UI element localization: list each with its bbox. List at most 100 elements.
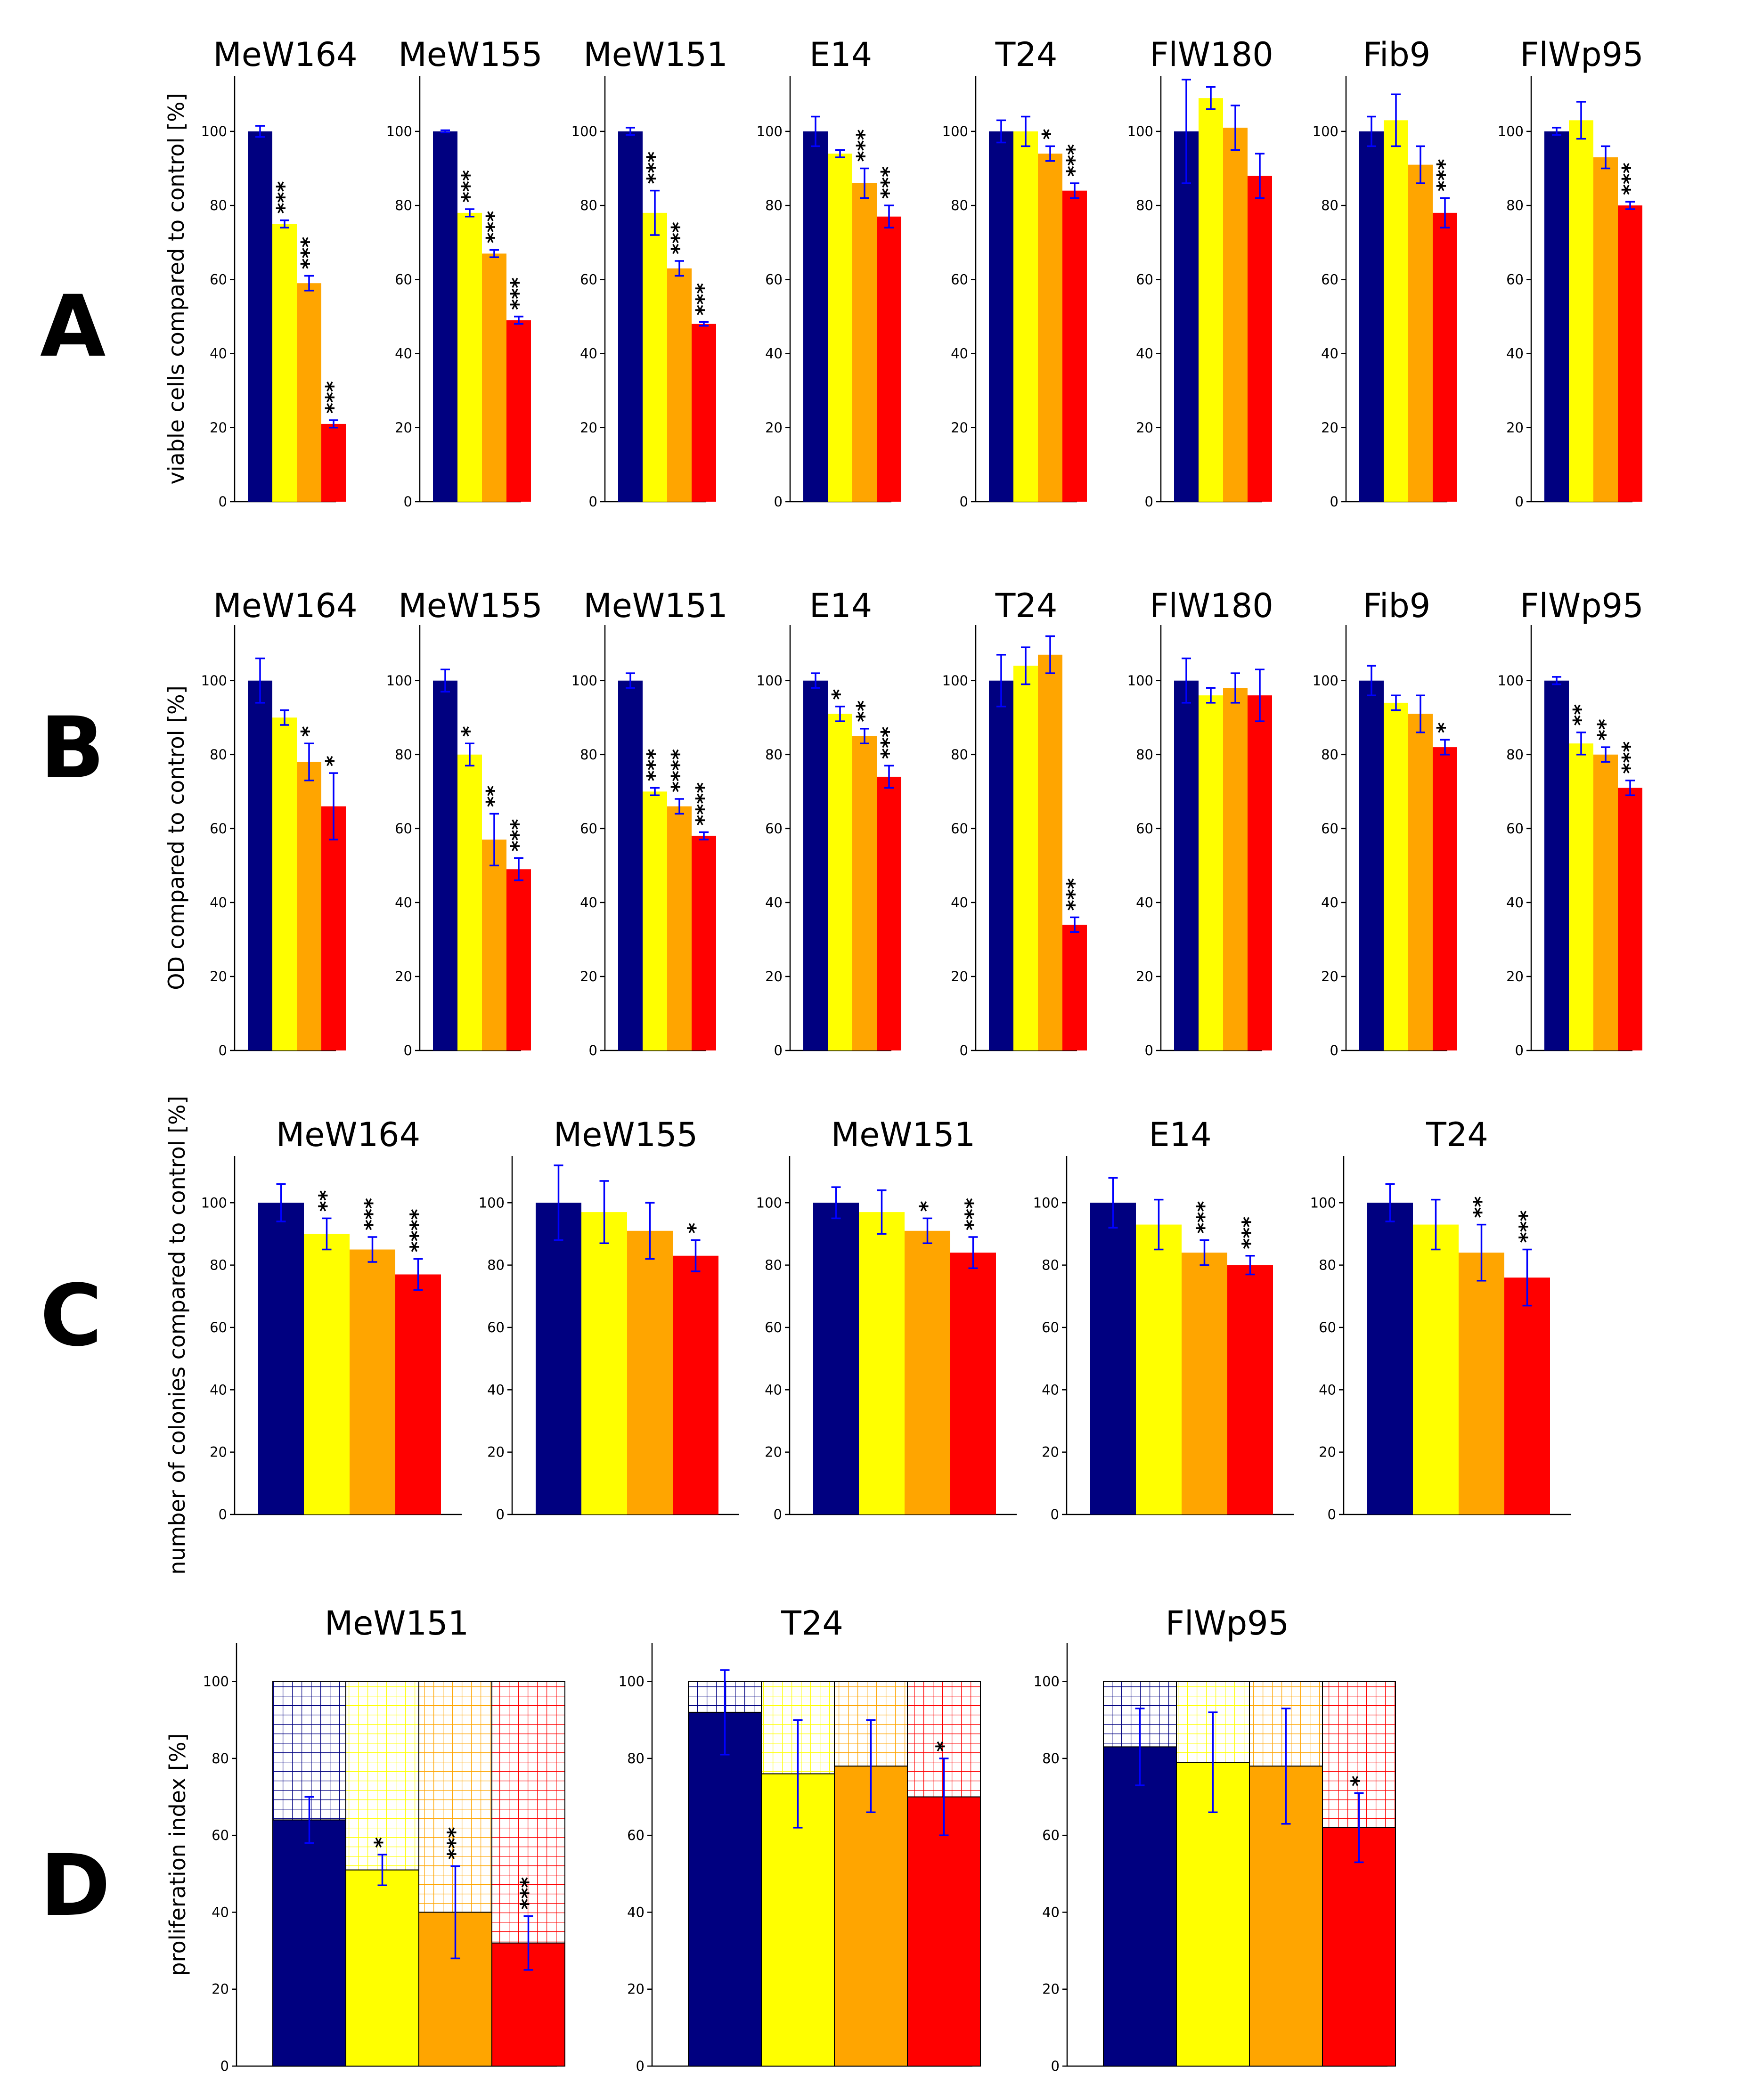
y-tick-label: 0 (1051, 2058, 1060, 2074)
y-tick-label: 80 (951, 747, 968, 763)
significance-marker: *** (516, 1877, 540, 1910)
bar (482, 253, 506, 502)
bar (1062, 925, 1087, 1050)
significance-marker: *** (506, 819, 530, 852)
significance-marker: *** (1192, 1201, 1216, 1234)
bar (1174, 680, 1199, 1050)
y-tick-label: 20 (395, 420, 412, 436)
y-tick-label: 0 (1145, 1042, 1153, 1058)
y-tick-label: 40 (1042, 1904, 1060, 1920)
y-tick-label: 100 (1034, 1674, 1060, 1690)
bar (297, 283, 321, 502)
y-tick-label: 20 (765, 420, 783, 436)
significance-marker: **** (406, 1209, 430, 1252)
y-tick-label: 40 (1506, 346, 1524, 362)
bar (457, 754, 482, 1050)
y-tick-label: 60 (1321, 821, 1338, 837)
significance-marker: *** (482, 211, 506, 243)
y-tick-label: 80 (395, 197, 412, 213)
significance-marker: * (932, 1741, 956, 1752)
bar (1038, 654, 1062, 1050)
y-tick-label: 0 (1515, 1042, 1524, 1058)
bar (803, 131, 828, 502)
y-tick-label: 80 (951, 197, 968, 213)
y-tick-label: 20 (951, 420, 968, 436)
subplot-title: FlW180 (1150, 586, 1273, 625)
bar (905, 1230, 950, 1514)
bar (852, 183, 877, 502)
y-tick-label: 100 (203, 1674, 229, 1690)
y-tick-label: 0 (404, 1042, 412, 1058)
y-tick-label: 100 (571, 123, 597, 139)
bar (1199, 695, 1223, 1050)
y-tick-label: 40 (210, 895, 227, 911)
subplot-title: MeW155 (554, 1115, 698, 1154)
y-tick-label: 100 (1498, 673, 1524, 689)
y-tick-label: 20 (210, 1444, 227, 1460)
bar (350, 1249, 395, 1514)
bar (1408, 714, 1433, 1050)
bar (643, 791, 667, 1050)
subplot-title: FlWp95 (1166, 1604, 1289, 1643)
y-tick-label: 60 (1506, 821, 1524, 837)
bar (828, 714, 852, 1050)
bar (1618, 205, 1642, 502)
y-tick-label: 20 (1136, 969, 1153, 985)
y-tick-label: 0 (1328, 1506, 1336, 1522)
y-tick-label: 80 (1042, 1750, 1060, 1766)
y-tick-label: 20 (1506, 420, 1524, 436)
y-tick-label: 40 (1506, 895, 1524, 911)
y-tick-label: 20 (1042, 1981, 1060, 1997)
bar-remainder (345, 1681, 419, 1871)
y-tick-label: 80 (1136, 197, 1153, 213)
bar (1384, 120, 1408, 502)
subplot-A-Fib9: Fib9 0 20 40 60 80 100 *** (1313, 35, 1457, 510)
y-axis-label: OD compared to control [%] (163, 685, 189, 990)
y-tick-label: 20 (1042, 1444, 1059, 1460)
y-tick-label: 100 (1127, 123, 1153, 139)
significance-marker: *** (360, 1198, 384, 1230)
significance-marker: ** (1469, 1197, 1493, 1218)
bar (1038, 154, 1062, 502)
y-tick-label: 20 (395, 969, 412, 985)
subplot-title: T24 (781, 1604, 843, 1643)
y-tick-label: 60 (1136, 271, 1153, 287)
y-tick-label: 80 (1319, 1257, 1336, 1273)
significance-marker: *** (643, 749, 667, 781)
y-tick-label: 60 (487, 1319, 505, 1335)
y-tick-label: 0 (960, 494, 968, 510)
y-tick-label: 20 (580, 420, 597, 436)
subplot-title: MeW151 (583, 586, 727, 625)
y-axis-label: number of colonies compared to control [… (164, 1096, 190, 1574)
subplot-C-E14: E14 0 20 40 60 80 100 *** *** (1033, 1115, 1294, 1522)
bar (272, 717, 297, 1050)
significance-marker: *** (321, 381, 345, 414)
y-tick-label: 40 (210, 1382, 227, 1398)
significance-marker: ** (852, 700, 876, 722)
panel-letter-D: D (40, 1837, 110, 1935)
significance-marker: * (370, 1837, 394, 1848)
y-tick-label: 0 (1330, 1042, 1338, 1058)
bar (1090, 1203, 1136, 1514)
significance-marker: * (684, 1223, 708, 1234)
significance-marker: *** (1238, 1217, 1262, 1249)
bar (1618, 788, 1642, 1050)
bar (1408, 164, 1433, 502)
subplot-title: FlWp95 (1520, 35, 1643, 74)
significance-marker: * (1433, 722, 1457, 733)
bar (877, 216, 901, 502)
panel-letter-B: B (40, 699, 105, 798)
y-tick-label: 80 (765, 197, 783, 213)
significance-marker: ** (1569, 704, 1593, 726)
bar (627, 1230, 673, 1514)
y-tick-label: 60 (580, 271, 597, 287)
y-tick-label: 0 (404, 494, 412, 510)
bar (688, 1711, 762, 2067)
y-tick-label: 80 (1506, 747, 1524, 763)
y-tick-label: 20 (627, 1981, 645, 1997)
bar (1322, 1827, 1396, 2067)
bar (1013, 666, 1038, 1050)
